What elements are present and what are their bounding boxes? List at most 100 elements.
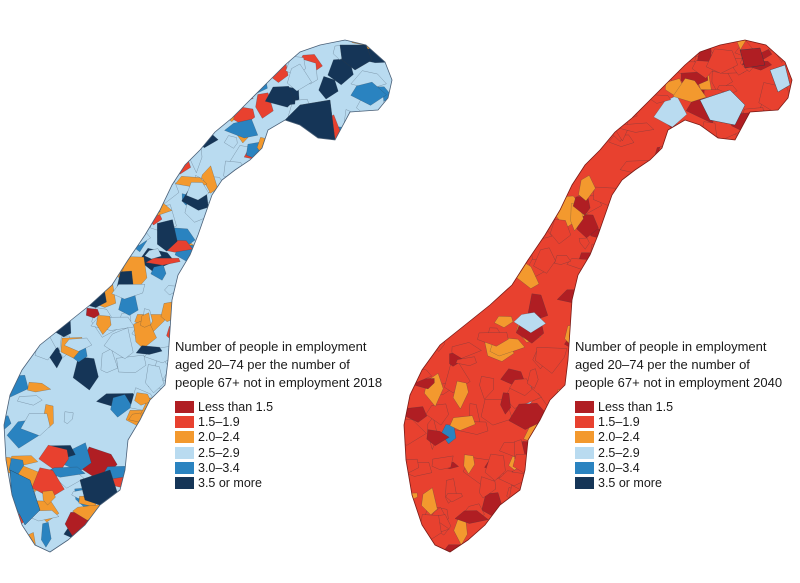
municipality [531, 117, 567, 135]
municipality [504, 131, 533, 149]
municipality [186, 182, 210, 201]
municipality [555, 540, 569, 552]
municipality [165, 491, 198, 520]
municipality [180, 307, 203, 324]
municipality [426, 276, 461, 302]
municipality [242, 251, 275, 273]
municipality [775, 227, 788, 248]
municipality [232, 65, 253, 77]
municipality [692, 201, 731, 221]
municipality [267, 181, 295, 193]
municipality [17, 300, 53, 326]
municipality [477, 332, 509, 347]
municipality [479, 150, 491, 171]
municipality [207, 265, 224, 288]
municipality [235, 67, 249, 92]
municipality [323, 513, 343, 528]
municipality [341, 522, 352, 546]
municipality [501, 222, 522, 231]
municipality [369, 539, 378, 552]
municipality [187, 273, 203, 300]
municipality [678, 200, 693, 209]
municipality [404, 271, 413, 281]
municipality [356, 242, 381, 261]
municipality [63, 256, 79, 273]
legend-swatch [575, 431, 594, 444]
municipality [727, 176, 765, 196]
municipality [433, 141, 456, 178]
municipality [578, 175, 596, 202]
legend-label: 1.5–1.9 [598, 415, 640, 430]
municipality [689, 279, 707, 291]
municipality [530, 225, 553, 239]
municipality [424, 239, 436, 251]
municipality [121, 164, 155, 196]
municipality [28, 40, 42, 64]
municipality [769, 504, 792, 527]
municipality [773, 139, 786, 151]
municipality [72, 132, 83, 147]
municipality [510, 524, 533, 538]
municipality [102, 207, 114, 229]
municipality [648, 515, 670, 534]
municipality [70, 77, 104, 112]
municipality [499, 236, 529, 255]
municipality [4, 212, 19, 234]
municipality [404, 521, 419, 547]
municipality [92, 75, 106, 102]
municipality [527, 368, 539, 389]
municipality [467, 127, 493, 149]
legend-label: 2.5–2.9 [198, 445, 240, 460]
municipality [508, 403, 551, 430]
legend-item: 3.0–3.4 [175, 460, 390, 475]
municipality [140, 475, 156, 500]
municipality [404, 272, 409, 293]
municipality [380, 172, 392, 194]
municipality [86, 307, 100, 319]
municipality [731, 183, 761, 198]
municipality [173, 530, 194, 552]
municipality [118, 63, 135, 90]
municipality [596, 317, 613, 341]
municipality [4, 127, 11, 156]
municipality [100, 348, 118, 373]
municipality [309, 186, 331, 194]
municipality [467, 100, 504, 120]
municipality [4, 50, 17, 80]
municipality [151, 402, 169, 423]
municipality [118, 295, 139, 316]
municipality [355, 237, 377, 257]
municipality [48, 101, 82, 129]
municipality [711, 529, 724, 545]
municipality [101, 167, 127, 178]
municipality [282, 525, 315, 552]
municipality [614, 70, 644, 95]
municipality [600, 65, 622, 89]
municipality [333, 511, 361, 531]
municipality [129, 40, 155, 53]
municipality [118, 507, 128, 530]
legend-title-line: Number of people in employment [575, 339, 767, 354]
municipality [224, 293, 237, 329]
municipality [234, 281, 247, 304]
municipality [479, 532, 495, 549]
municipality [229, 509, 260, 519]
legend-title-line: people 67+ not in employment 2018 [175, 375, 383, 390]
municipality [204, 40, 229, 52]
municipality [601, 264, 632, 300]
municipality [268, 237, 301, 252]
municipality [35, 145, 56, 160]
municipality [304, 233, 336, 253]
municipality [189, 265, 216, 294]
municipality [532, 489, 552, 507]
municipality [519, 107, 540, 119]
municipality [227, 176, 255, 188]
municipality [183, 278, 195, 315]
municipality [620, 90, 640, 104]
municipality [412, 178, 436, 199]
municipality [700, 239, 712, 269]
municipality [145, 257, 181, 266]
municipality [714, 525, 735, 549]
municipality [64, 141, 100, 163]
municipality [4, 177, 38, 191]
